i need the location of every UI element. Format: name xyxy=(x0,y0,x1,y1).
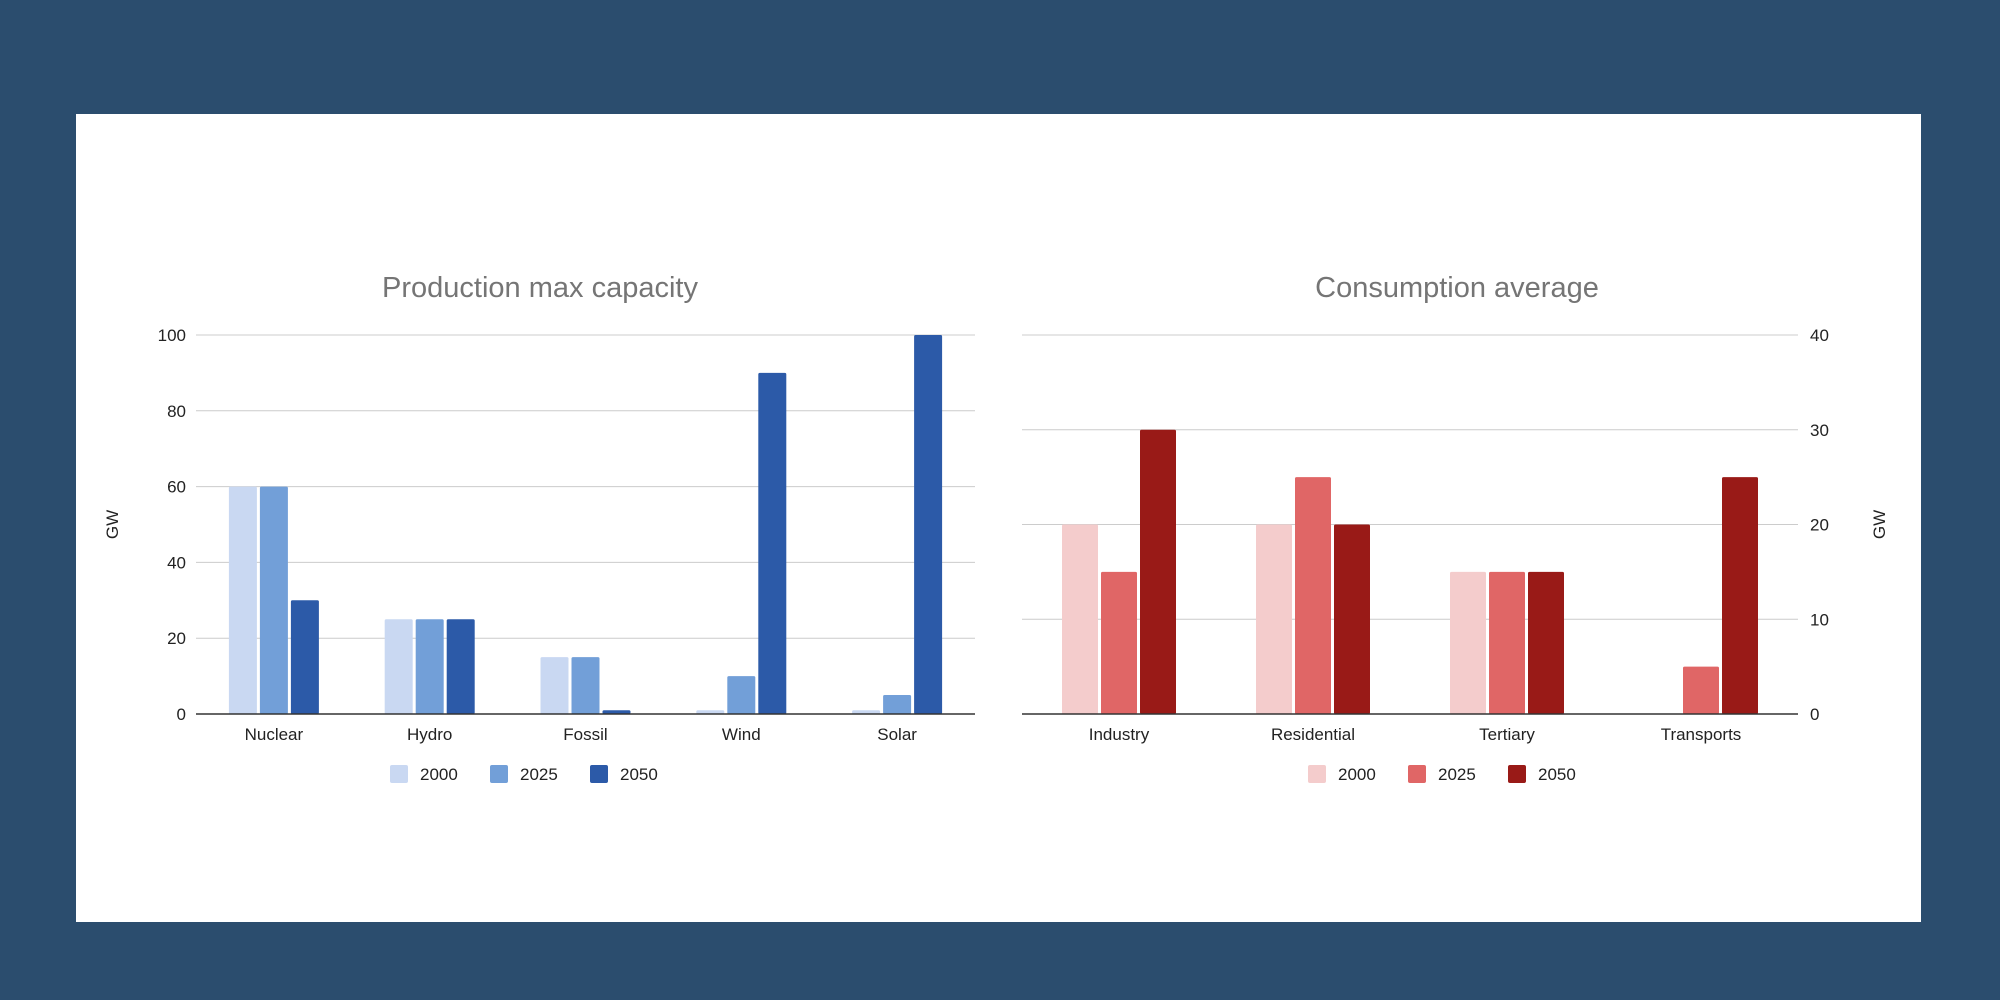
y-tick-label: 20 xyxy=(167,629,186,648)
legend-swatch xyxy=(390,765,408,783)
bar-tertiary-2000 xyxy=(1450,571,1486,714)
y-axis-title: GW xyxy=(103,510,122,539)
y-tick-label: 60 xyxy=(167,478,186,497)
y-tick-label: 100 xyxy=(158,326,186,345)
bar-industry-2025 xyxy=(1101,571,1137,714)
bar-fossil-2025 xyxy=(571,657,600,714)
bar-nuclear-2000 xyxy=(228,486,257,714)
bar-transports-2050 xyxy=(1722,477,1758,714)
y-tick-label: 0 xyxy=(177,705,186,724)
bar-hydro-2000 xyxy=(384,619,413,714)
legend-label: 2025 xyxy=(1438,765,1476,784)
y-tick-label: 30 xyxy=(1810,421,1829,440)
bar-industry-2000 xyxy=(1062,524,1098,714)
chart-title: Consumption average xyxy=(1315,272,1599,304)
bar-residential-2000 xyxy=(1256,524,1292,714)
legend-label: 2050 xyxy=(1538,765,1576,784)
bar-residential-2050 xyxy=(1334,524,1370,714)
legend: 2000 2025 2050 xyxy=(1308,765,1576,784)
legend-label: 2050 xyxy=(620,765,658,784)
bar-solar-2000 xyxy=(852,710,881,714)
y-tick-label: 10 xyxy=(1810,610,1829,629)
legend-label: 2025 xyxy=(520,765,558,784)
legend-swatch xyxy=(1408,765,1426,783)
x-tick-label: Tertiary xyxy=(1479,725,1535,744)
chart-title: Production max capacity xyxy=(382,272,698,304)
x-tick-label: Nuclear xyxy=(245,725,304,744)
x-tick-label: Residential xyxy=(1271,725,1355,744)
bar-hydro-2050 xyxy=(446,619,475,714)
bar-nuclear-2025 xyxy=(259,486,288,714)
bar-wind-2050 xyxy=(758,372,787,714)
legend-swatch xyxy=(490,765,508,783)
bar-industry-2050 xyxy=(1140,429,1176,714)
bar-fossil-2050 xyxy=(602,710,631,714)
bar-wind-2025 xyxy=(727,676,756,714)
bar-fossil-2000 xyxy=(540,657,569,714)
y-tick-label: 20 xyxy=(1810,516,1829,535)
legend-swatch xyxy=(1508,765,1526,783)
bar-wind-2000 xyxy=(696,710,725,714)
x-tick-label: Transports xyxy=(1661,725,1742,744)
legend: 2000 2025 2050 xyxy=(390,765,658,784)
y-axis-title: GW xyxy=(1870,510,1889,539)
bar-solar-2025 xyxy=(883,695,912,714)
legend-label: 2000 xyxy=(420,765,458,784)
legend-label: 2000 xyxy=(1338,765,1376,784)
y-tick-label: 40 xyxy=(167,553,186,572)
bar-transports-2025 xyxy=(1683,666,1719,714)
bar-tertiary-2025 xyxy=(1489,571,1525,714)
bar-solar-2050 xyxy=(914,335,943,714)
x-tick-label: Hydro xyxy=(407,725,452,744)
chart-1: Production max capacity 0 20 40 60 80 100 GW Nuc… xyxy=(103,272,975,784)
x-tick-label: Industry xyxy=(1089,725,1150,744)
legend-swatch xyxy=(1308,765,1326,783)
x-tick-label: Wind xyxy=(722,725,761,744)
bar-tertiary-2050 xyxy=(1528,571,1564,714)
y-tick-label: 40 xyxy=(1810,326,1829,345)
bar-hydro-2025 xyxy=(415,619,444,714)
chart-panel xyxy=(76,114,1921,922)
legend-swatch xyxy=(590,765,608,783)
x-tick-label: Fossil xyxy=(563,725,607,744)
x-tick-label: Solar xyxy=(877,725,917,744)
y-tick-label: 0 xyxy=(1810,705,1819,724)
y-tick-label: 80 xyxy=(167,402,186,421)
bar-nuclear-2050 xyxy=(290,600,319,714)
chart-2: Consumption average 0 10 20 30 40 GW Industry Re… xyxy=(1022,272,1889,784)
bar-residential-2025 xyxy=(1295,477,1331,714)
